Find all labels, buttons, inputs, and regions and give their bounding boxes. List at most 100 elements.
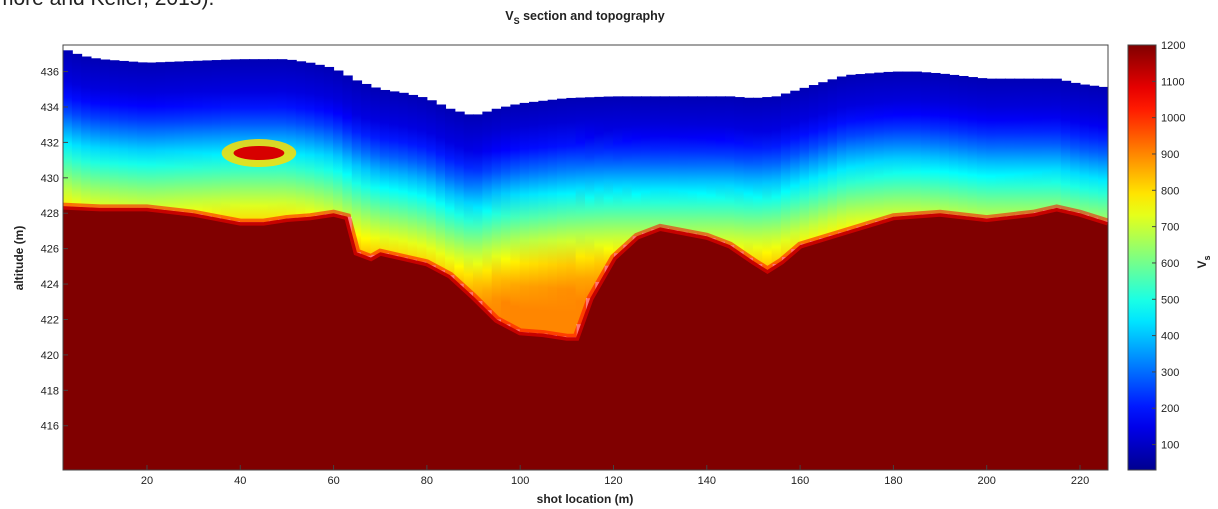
section-column	[594, 96, 605, 282]
colorbar-tick-label: 400	[1161, 331, 1179, 343]
y-tick-label: 432	[41, 137, 59, 149]
section-column	[407, 94, 419, 260]
y-tick-label: 434	[41, 102, 59, 114]
section-column	[808, 85, 820, 241]
colorbar-tick-label: 1200	[1161, 40, 1185, 52]
section-column	[659, 96, 670, 229]
colorbar-tick-label: 800	[1161, 185, 1179, 197]
section-column	[1079, 84, 1090, 215]
x-tick-label: 120	[604, 475, 622, 487]
section-column	[818, 82, 829, 239]
plot-frame	[62, 44, 1109, 471]
section-column	[1070, 82, 1081, 213]
section-column	[165, 61, 176, 211]
section-column	[958, 75, 969, 216]
colorbar-tick-label: 700	[1161, 222, 1179, 234]
section-column	[846, 74, 857, 230]
x-tick-label: 40	[234, 475, 246, 487]
x-axis: 20 40 60 80 100 120 140 160 180 200 220	[141, 465, 1089, 487]
section-column	[892, 71, 904, 217]
section-column	[1060, 80, 1072, 211]
section-column	[967, 77, 978, 217]
section-column	[678, 96, 689, 232]
section-column	[63, 50, 73, 207]
section-column	[995, 78, 1006, 217]
x-tick-label: 20	[141, 475, 153, 487]
section-column	[379, 89, 391, 254]
section-column	[752, 97, 764, 264]
section-column	[883, 71, 894, 219]
y-tick-label: 422	[41, 314, 59, 326]
y-tick-label: 416	[41, 421, 59, 433]
section-column	[1023, 78, 1034, 214]
y-axis-label: altitude (m)	[12, 226, 26, 291]
section-column	[491, 108, 503, 320]
section-column	[314, 64, 325, 216]
section-column	[426, 100, 437, 266]
section-column	[118, 60, 129, 208]
y-tick-label: 426	[41, 244, 59, 256]
section-column	[174, 61, 185, 212]
section-column	[81, 56, 92, 208]
section-column	[622, 96, 633, 245]
chart-title: VS section and topography	[505, 9, 665, 26]
section-column	[342, 75, 353, 217]
bedrock-transition-line	[63, 202, 1108, 341]
section-column	[267, 59, 279, 221]
section-column	[715, 96, 726, 242]
section-column	[1051, 78, 1062, 208]
section-column	[510, 104, 521, 330]
section-column	[557, 98, 568, 337]
section-column	[687, 96, 698, 234]
x-tick-label: 200	[978, 475, 996, 487]
colorbar-tick-label: 100	[1161, 440, 1179, 452]
section-column	[1088, 85, 1100, 218]
section-column	[445, 108, 456, 276]
x-tick-label: 60	[327, 475, 339, 487]
section-column	[566, 97, 577, 338]
section-column	[277, 59, 288, 220]
colorbar-tick-label: 1100	[1161, 76, 1185, 88]
colorbar-tick-label: 300	[1161, 367, 1179, 379]
section-column	[137, 62, 148, 208]
plot-area	[63, 50, 1108, 470]
section-column	[305, 62, 316, 217]
colorbar-axis: 100 200 300 400 500 600 700 800 900 1000 1100 1200	[1152, 40, 1185, 452]
section-column	[771, 96, 782, 264]
section-column	[109, 60, 120, 208]
section-column	[99, 59, 111, 208]
section-column	[585, 97, 596, 299]
section-column	[724, 96, 736, 246]
section-column	[986, 78, 997, 219]
colorbar	[1127, 44, 1157, 471]
section-column	[221, 59, 232, 220]
section-column	[650, 96, 661, 230]
section-column	[762, 97, 773, 270]
section-column	[1004, 78, 1016, 216]
section-column	[612, 96, 624, 254]
section-column	[473, 114, 484, 302]
section-column	[370, 87, 381, 255]
colorbar-tick-label: 900	[1161, 149, 1179, 161]
section-column	[547, 99, 559, 336]
section-column	[454, 111, 465, 284]
section-column	[463, 114, 475, 293]
section-column	[696, 96, 708, 236]
x-tick-label: 220	[1071, 475, 1089, 487]
section-column	[640, 96, 652, 233]
section-column	[631, 96, 642, 237]
colorbar-label: Vs	[1195, 255, 1212, 268]
section-column	[1032, 78, 1044, 213]
colorbar-tick-label: 600	[1161, 258, 1179, 270]
section-column	[435, 104, 447, 271]
section-column	[501, 106, 512, 325]
section-column	[743, 97, 754, 258]
caption-fragment: more and Keller, 2013).	[0, 0, 214, 11]
section-column	[211, 60, 223, 218]
section-column	[71, 53, 83, 207]
colorbar-tick-label: 500	[1161, 294, 1179, 306]
section-column	[230, 59, 241, 222]
section-column	[295, 61, 307, 218]
x-tick-label: 180	[884, 475, 902, 487]
